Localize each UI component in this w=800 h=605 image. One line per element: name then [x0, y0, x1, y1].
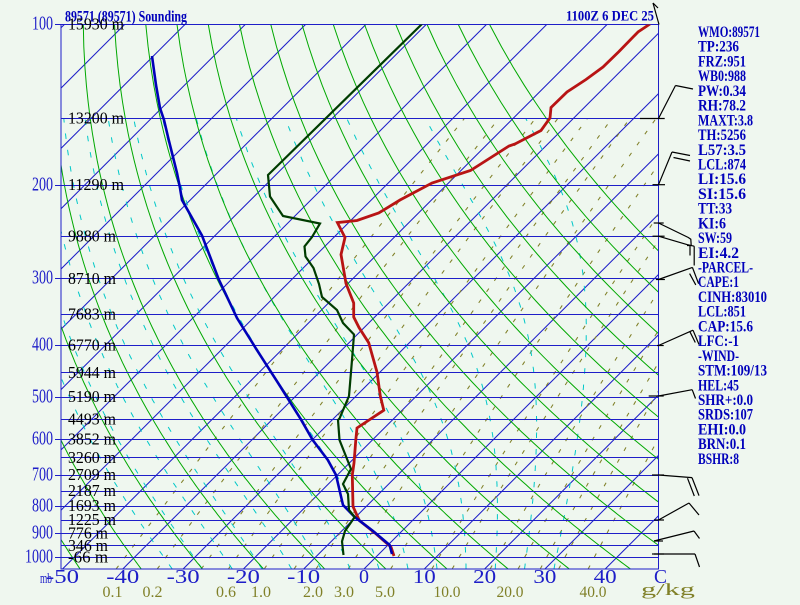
svg-text:20.0: 20.0 — [497, 584, 524, 600]
svg-text:200: 200 — [32, 174, 53, 196]
svg-text:800: 800 — [32, 495, 53, 517]
svg-text:3.0: 3.0 — [334, 584, 354, 600]
svg-text:1.0: 1.0 — [251, 584, 271, 600]
svg-text:5190 m: 5190 m — [68, 387, 116, 406]
svg-text:4493 m: 4493 m — [68, 409, 116, 428]
svg-text:6770 m: 6770 m — [68, 336, 116, 355]
svg-text:900: 900 — [32, 522, 53, 544]
svg-text:30: 30 — [533, 566, 556, 588]
svg-text:3852 m: 3852 m — [68, 429, 116, 448]
svg-text:0.1: 0.1 — [103, 584, 123, 600]
svg-text:0: 0 — [359, 566, 369, 588]
svg-text:600: 600 — [32, 428, 53, 450]
svg-text:8710 m: 8710 m — [68, 269, 116, 288]
svg-text:7683 m: 7683 m — [68, 305, 116, 324]
svg-text:300: 300 — [32, 267, 53, 289]
svg-text:1100Z 6 DEC 25: 1100Z 6 DEC 25 — [566, 9, 654, 25]
svg-text:10.0: 10.0 — [434, 584, 461, 600]
svg-text:40.0: 40.0 — [580, 584, 607, 600]
svg-text:BSHR:8: BSHR:8 — [698, 451, 739, 468]
svg-text:0.6: 0.6 — [216, 584, 236, 600]
svg-text:20: 20 — [473, 566, 496, 588]
svg-text:13200 m: 13200 m — [68, 108, 124, 127]
svg-text:-66 m: -66 m — [68, 548, 108, 567]
svg-text:g/kg: g/kg — [641, 580, 696, 599]
svg-text:1000: 1000 — [25, 546, 53, 568]
svg-text:10: 10 — [413, 566, 436, 588]
svg-text:-30: -30 — [167, 566, 200, 588]
svg-text:9880 m: 9880 m — [68, 227, 116, 246]
svg-text:700: 700 — [32, 464, 53, 486]
svg-text:5944 m: 5944 m — [68, 363, 116, 382]
svg-text:5.0: 5.0 — [375, 584, 395, 600]
svg-text:400: 400 — [32, 334, 53, 356]
svg-text:0.2: 0.2 — [143, 584, 163, 600]
svg-text:11290 m: 11290 m — [68, 175, 124, 194]
svg-text:15930 m: 15930 m — [68, 15, 124, 34]
svg-text:-50: -50 — [46, 566, 79, 588]
svg-text:500: 500 — [32, 386, 53, 408]
svg-text:100: 100 — [32, 13, 53, 35]
svg-text:3260 m: 3260 m — [68, 448, 116, 467]
svg-text:2.0: 2.0 — [303, 584, 323, 600]
